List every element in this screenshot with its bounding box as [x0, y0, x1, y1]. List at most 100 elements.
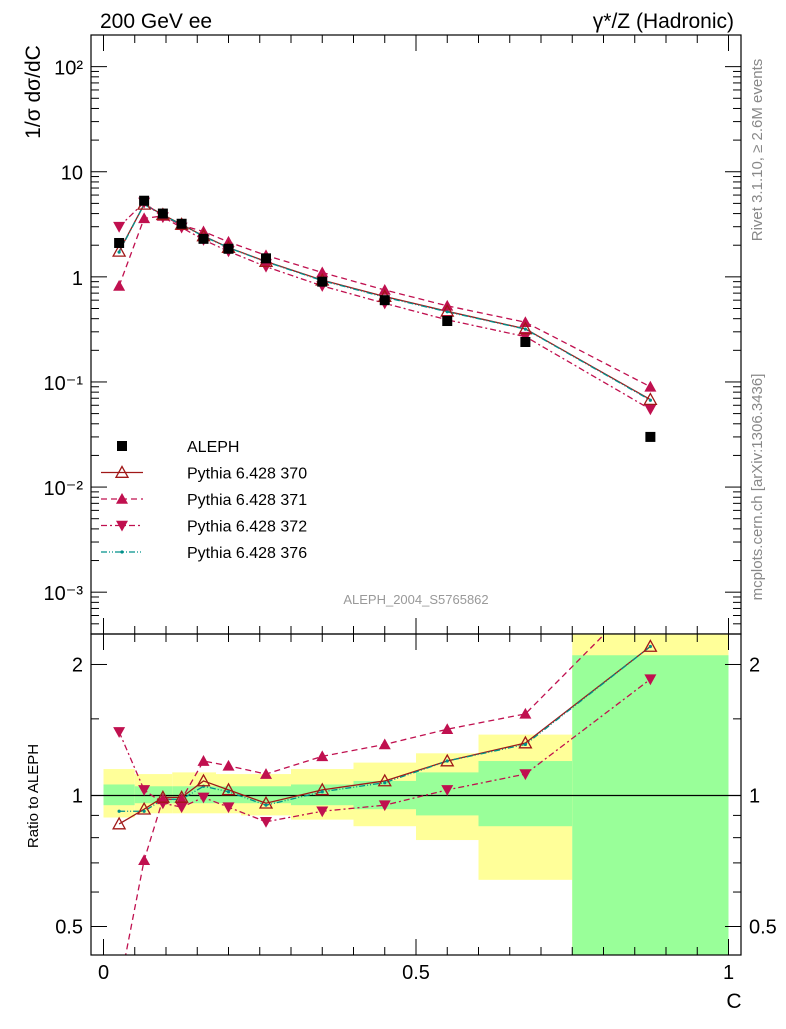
- legend: ALEPH Pythia 6.428 370 Pythia 6.428 371 Pyt…: [101, 439, 307, 562]
- main-y-tick-label: 10⁻²: [44, 478, 84, 500]
- ratio-point-pythia-6-428-371: [113, 983, 125, 994]
- ratio-point-pythia-6-428-371: [156, 793, 169, 805]
- ratio-line-pythia-6-428-371: [125, 634, 606, 955]
- main-point-aleph: [198, 233, 209, 244]
- ratio-point-pythia-6-428-372: [644, 674, 657, 686]
- ratio-point-pythia-6-428-376: [142, 809, 146, 813]
- ratio-y-tick-label-right: 1: [749, 785, 760, 807]
- legend-marker-aleph: [117, 441, 127, 451]
- legend-label-aleph: ALEPH: [187, 439, 239, 456]
- ratio-point-pythia-6-428-372: [138, 785, 151, 796]
- ratio-point-pythia-6-428-376: [320, 790, 324, 794]
- ratio-point-pythia-6-428-370: [440, 753, 455, 767]
- main-point-pythia-6-428-372: [644, 404, 657, 416]
- ratio-point-pythia-6-428-370: [221, 782, 236, 796]
- main-y-tick-label: 1: [72, 268, 83, 290]
- ratio-point-pythia-6-428-371: [316, 750, 329, 762]
- ratio-point-pythia-6-428-371: [222, 759, 235, 771]
- main-point-aleph: [442, 316, 453, 327]
- ratio-series-group: [112, 634, 658, 994]
- legend-label-pythia-6-428-376: Pythia 6.428 376: [187, 545, 307, 562]
- main-point-aleph: [139, 195, 150, 206]
- ratio-point-pythia-6-428-376: [523, 742, 527, 747]
- ratio-point-pythia-6-428-372: [222, 802, 235, 814]
- ratio-point-pythia-6-428-370: [377, 773, 392, 787]
- main-point-aleph: [261, 253, 271, 264]
- main-point-pythia-6-428-376: [117, 250, 121, 254]
- x-tick-label: 1: [723, 962, 734, 984]
- main-point-pythia-6-428-370: [112, 243, 127, 257]
- ratio-y-tick-label-left: 0.5: [55, 916, 83, 938]
- ratio-y-tick-label-left: 1: [72, 785, 83, 807]
- analysis-watermark: ALEPH_2004_S5765862: [343, 592, 488, 607]
- ratio-y-tick-label-right: 0.5: [749, 916, 777, 938]
- mcplots-reference-label: mcplots.cern.ch [arXiv:1306.3436]: [749, 374, 766, 601]
- ratio-inner-uncertainty-band: [572, 655, 729, 955]
- ratio-point-pythia-6-428-372: [519, 769, 532, 781]
- ratio-point-pythia-6-428-372: [260, 817, 272, 828]
- main-point-pythia-6-428-371: [316, 266, 329, 278]
- main-point-pythia-6-428-376: [648, 398, 652, 402]
- ratio-point-pythia-6-428-370: [137, 801, 152, 815]
- main-point-pythia-6-428-371: [113, 279, 126, 291]
- ratio-line-pythia-6-428-372: [118, 678, 651, 823]
- main-y-tick-label: 10⁻³: [44, 583, 84, 605]
- legend-label-pythia-6-428-372: Pythia 6.428 372: [187, 519, 307, 536]
- ratio-point-pythia-6-428-376: [226, 790, 231, 794]
- ratio-point-pythia-6-428-372: [113, 727, 126, 738]
- ratio-plot-area: 0.5 0.5 1 1 2 2 0 0.5 1: [55, 633, 777, 994]
- ratio-point-pythia-6-428-370: [196, 773, 211, 787]
- main-point-aleph: [317, 276, 328, 287]
- ratio-point-pythia-6-428-371: [519, 707, 532, 719]
- legend-label-pythia-6-428-370: Pythia 6.428 370: [187, 466, 307, 483]
- main-plot-area: 10⁻³ 10⁻² 10⁻¹ 1 10 10²: [44, 34, 742, 635]
- ratio-point-pythia-6-428-376: [264, 803, 268, 807]
- main-point-aleph: [114, 237, 125, 248]
- legend-marker-pythia-6-428-370: [114, 465, 130, 478]
- main-point-aleph: [176, 218, 187, 229]
- ratio-point-pythia-6-428-376: [117, 809, 121, 813]
- ratio-point-pythia-6-428-372: [175, 802, 188, 814]
- main-y-tick-label: 10: [61, 163, 83, 185]
- legend-marker-pythia-6-428-376: [120, 550, 124, 554]
- legend-marker-pythia-6-428-372: [116, 520, 128, 532]
- ratio-point-pythia-6-428-372: [316, 806, 329, 818]
- ratio-point-pythia-6-428-370: [112, 816, 127, 830]
- main-series-group: [112, 195, 658, 442]
- main-point-pythia-6-428-371: [138, 212, 151, 224]
- main-point-pythia-6-428-370: [518, 321, 533, 335]
- ratio-point-pythia-6-428-372: [378, 800, 391, 812]
- legend-marker-pythia-6-428-371: [116, 493, 128, 504]
- ratio-point-pythia-6-428-371: [260, 768, 272, 779]
- main-point-aleph: [223, 243, 234, 254]
- ratio-point-pythia-6-428-370: [174, 790, 189, 803]
- ratio-point-pythia-6-428-372: [441, 785, 454, 796]
- rivet-version-label: Rivet 3.1.10, ≥ 2.6M events: [749, 59, 766, 242]
- ratio-point-pythia-6-428-370: [315, 782, 330, 796]
- ratio-point-pythia-6-428-371: [138, 854, 151, 866]
- ratio-point-pythia-6-428-370: [258, 795, 274, 809]
- ratio-point-pythia-6-428-370: [518, 735, 533, 749]
- main-point-pythia-6-428-376: [523, 327, 527, 331]
- main-point-pythia-6-428-371: [644, 380, 657, 392]
- x-tick-label: 0: [98, 962, 109, 984]
- ratio-point-pythia-6-428-371: [378, 738, 391, 750]
- main-y-tick-label: 10⁻¹: [44, 373, 84, 395]
- main-point-pythia-6-428-376: [445, 310, 449, 314]
- ratio-point-pythia-6-428-376: [383, 781, 387, 785]
- x-tick-label: 0.5: [402, 962, 430, 984]
- ratio-point-pythia-6-428-370: [643, 639, 658, 652]
- ratio-point-pythia-6-428-376: [648, 644, 652, 649]
- main-y-tick-label: 10²: [54, 58, 83, 80]
- ratio-point-pythia-6-428-370: [155, 790, 170, 803]
- main-point-aleph: [645, 431, 656, 442]
- ratio-y-tick-label-right: 2: [749, 654, 760, 676]
- ratio-point-pythia-6-428-376: [445, 759, 449, 763]
- main-point-aleph: [520, 336, 531, 347]
- header-right-title: γ*/Z (Hadronic): [593, 10, 734, 33]
- x-axis-label: C: [726, 990, 741, 1013]
- main-point-aleph: [157, 208, 168, 219]
- legend-label-pythia-6-428-371: Pythia 6.428 371: [187, 492, 307, 509]
- ratio-point-pythia-6-428-372: [197, 792, 210, 804]
- main-y-axis-label: 1/σ dσ/dC: [22, 45, 45, 139]
